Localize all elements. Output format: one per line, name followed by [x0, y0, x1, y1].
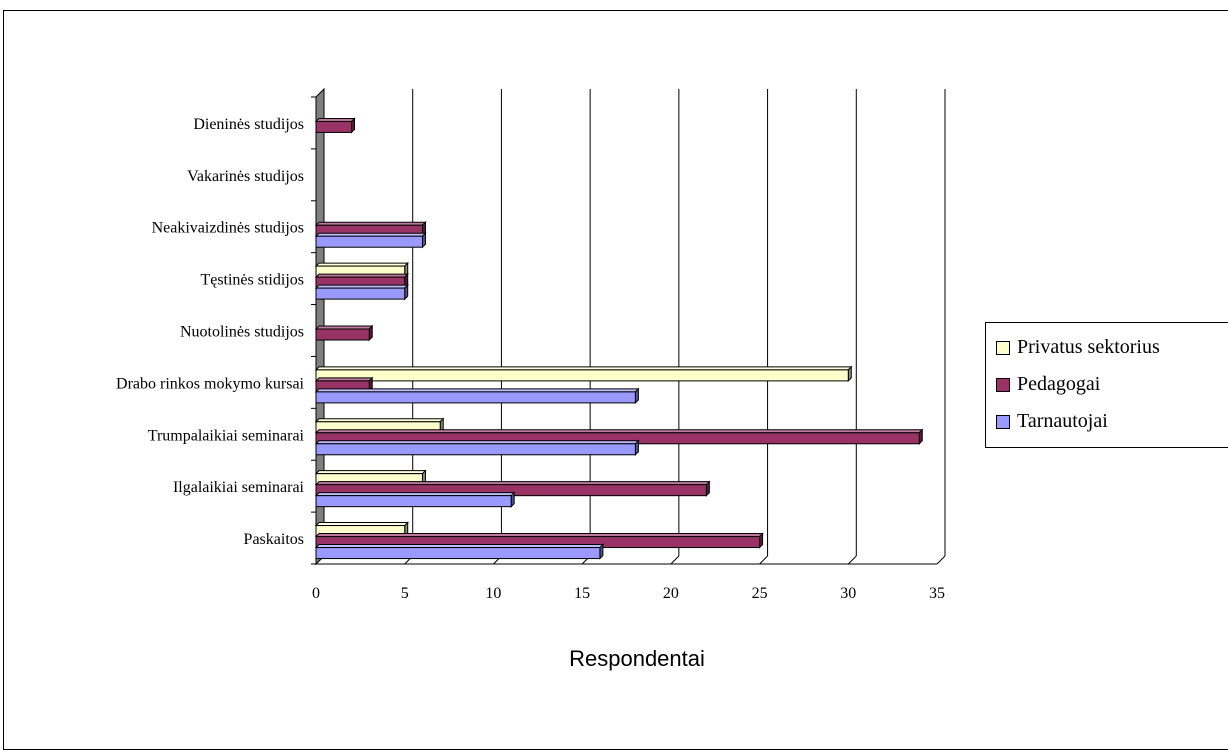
category-label-ilgalaikiai-seminarai: Ilgalaikiai seminarai	[173, 479, 305, 496]
bar-pedagogai-nuotolines-studijos	[314, 324, 374, 342]
bar-privatus-sektorius-drabo-rinkos-mokymo-kursai	[314, 365, 853, 383]
category-label-dienines-studijos: Dieninės studijos	[193, 116, 304, 133]
category-label-trumpalaikiai-seminarai: Trumpalaikiai seminarai	[148, 427, 305, 444]
legend-item-tarnautojai: Tarnautojai	[986, 403, 1228, 440]
legend: Privatus sektorius Pedagogai Tarnautojai	[985, 322, 1228, 448]
legend-swatch-tarnautojai	[996, 414, 1010, 429]
legend-label: Pedagogai	[1017, 373, 1101, 395]
legend-label: Tarnautojai	[1017, 410, 1108, 432]
category-label-neakivaizdines-studijos: Neakivaizdinės studijos	[152, 220, 304, 237]
axis-labels: Dieninės studijos Vakarinės studijos Neaki…	[116, 116, 945, 602]
bar-privatus-sektorius-testines-stidijos	[314, 261, 409, 279]
category-label-nuotolines-studijos: Nuotolinės studijos	[180, 324, 304, 341]
x-tick-label-30: 30	[840, 585, 856, 602]
floor-tick	[936, 555, 946, 565]
floor-tick	[670, 555, 680, 565]
bar-tarnautojai-neakivaizdines-studijos	[314, 232, 427, 249]
bar-tarnautojai-trumpalaikiai-seminarai	[314, 439, 640, 456]
bar-tarnautojai-ilgalaikiai-seminarai	[314, 491, 516, 508]
bar-tarnautojai-drabo-rinkos-mokymo-kursai	[314, 387, 640, 405]
bar-pedagogai-ilgalaikiai-seminarai	[314, 480, 711, 497]
x-tick-label-20: 20	[663, 585, 679, 602]
bar-tarnautojai-paskaitos	[314, 543, 605, 560]
x-tick-label-10: 10	[485, 585, 501, 602]
legend-item-privatus-sektorius: Privatus sektorius	[986, 329, 1228, 366]
x-tick-label-0: 0	[312, 585, 320, 602]
legend-swatch-pedagogai	[996, 377, 1010, 392]
category-label-testines-stidijos: Tęstinės stidijos	[200, 272, 304, 289]
bar-front-face	[315, 547, 601, 560]
bar-front-face	[315, 443, 636, 456]
x-axis-title: Respondentai	[569, 646, 705, 671]
bar-front-face	[315, 369, 849, 382]
x-tick-label-15: 15	[574, 585, 590, 602]
bar-front-face	[315, 495, 512, 508]
bar-pedagogai-dienines-studijos	[314, 117, 356, 134]
legend-item-pedagogai: Pedagogai	[986, 366, 1228, 403]
floor-tick	[847, 555, 857, 565]
legend-label: Privatus sektorius	[1017, 336, 1160, 358]
bar-front-face	[315, 287, 406, 300]
bars	[314, 117, 924, 560]
category-label-vakarines-studijos: Vakarinės studijos	[187, 168, 304, 185]
category-label-paskaitos: Paskaitos	[244, 531, 304, 548]
x-tick-label-5: 5	[401, 585, 409, 602]
bar-front-face	[315, 391, 636, 404]
category-label-drabo-rinkos-mokymo-kursai: Drabo rinkos mokymo kursai	[116, 375, 305, 392]
x-tick-label-25: 25	[752, 585, 768, 602]
bar-front-face	[315, 235, 423, 248]
x-tick-label-35: 35	[929, 585, 945, 602]
bar-front-face	[315, 328, 370, 341]
bar-front-face	[315, 120, 352, 133]
bar-pedagogai-testines-stidijos	[314, 272, 409, 290]
legend-swatch-privatus-sektorius	[996, 340, 1010, 355]
bar-tarnautojai-testines-stidijos	[314, 283, 409, 301]
floor-tick	[759, 555, 768, 565]
